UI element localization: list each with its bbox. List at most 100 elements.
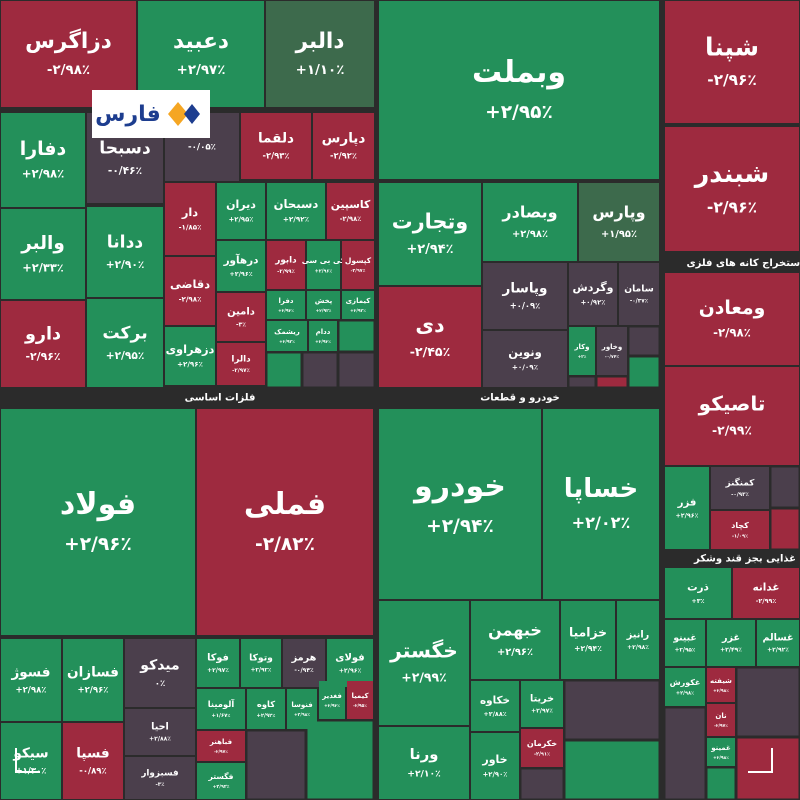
tile-name: رانیز: [626, 630, 650, 641]
tile-name: دزهراوی: [166, 342, 215, 356]
tile-change: +۲/۹۸٪: [627, 644, 649, 651]
tile-background: [665, 568, 731, 618]
tile-background: [619, 263, 659, 325]
tile-name: ورنا: [410, 746, 439, 763]
tile-change: -۲/۴۵٪: [410, 344, 451, 359]
tile-name: ددانا: [107, 233, 144, 253]
tile-change: -۳٪: [156, 782, 165, 788]
tile-change: +۲/۹۳٪: [316, 308, 332, 314]
tile: دسبحان +۲/۹۲٪: [267, 183, 325, 239]
tile-background: [307, 241, 340, 289]
tile-name: خکرمان: [527, 739, 557, 748]
tile-change: -۰/۹۳٪: [731, 492, 749, 498]
tile-background: [1, 209, 85, 299]
tile-change: +۲/۹۴٪: [574, 644, 602, 653]
tile: فباهنر -۲/۹۷٪: [197, 731, 245, 761]
tile-change: +۲/۹۰٪: [483, 770, 508, 778]
tile: نان -۲/۹۷٪: [707, 704, 735, 736]
tile-change: +۲/۹۶٪: [177, 360, 203, 369]
tile-background: [471, 733, 519, 799]
filler-tile: [664, 707, 706, 800]
tile: خاور +۲/۹۰٪: [471, 733, 519, 799]
tile-change: +۳٪: [691, 597, 704, 605]
tile-change: +۲/۹۲٪: [278, 308, 294, 314]
tile-name: غبینو: [672, 632, 696, 643]
tile-name: خکاوه: [480, 694, 510, 706]
tile-background: [165, 327, 215, 385]
tile-name: خساپا: [564, 474, 638, 504]
tile-name: فسوژ: [10, 664, 50, 680]
tile-background: [561, 601, 615, 679]
tile-name: دار: [181, 205, 198, 219]
tile-change: +۲/۹۶٪: [315, 268, 333, 274]
tile-change: +۲/۴۹٪: [720, 647, 742, 654]
tile-name: دسبحا: [99, 139, 151, 159]
tile-background: [379, 183, 481, 285]
tile-name: والبر: [20, 233, 65, 254]
tile-change: +۲/۹۲٪: [767, 647, 789, 654]
tile: سیکو+۱/۳۰٪: [1, 723, 61, 799]
filler-tile: [338, 320, 375, 352]
tile-name: خودرو: [412, 469, 506, 504]
tile-background: [521, 681, 563, 727]
tile-name: وبملت: [472, 55, 566, 90]
tile: خودرو +۲/۹۴٪: [379, 409, 541, 599]
tile-name: وتوکا: [249, 652, 273, 663]
tile: فسازان +۲/۹۶٪: [63, 639, 123, 721]
tile-background: [379, 727, 469, 799]
tile-name: خبهمن: [488, 621, 542, 640]
tile-name: خگستر: [389, 638, 458, 662]
tile-change: -۲/۹۲٪: [330, 151, 357, 161]
tile-change: +۲/۹۶٪: [229, 270, 252, 278]
tile-change: +۲/۹۹٪: [401, 670, 447, 685]
tile-background: [471, 681, 519, 731]
tile-background: [241, 639, 281, 687]
tile-background: [217, 241, 265, 291]
tile-name: دی: [415, 313, 444, 337]
tile-background: [313, 113, 374, 179]
tile: دی -۲/۴۵٪: [379, 287, 481, 387]
tile: خکرمان -۲/۹۱٪: [521, 729, 563, 767]
tile-name: ریشمک: [274, 328, 300, 336]
tile: دیران +۲/۹۵٪: [217, 183, 265, 239]
tile: دابور -۲/۹۹٪: [267, 241, 305, 289]
tile: وتوکا +۲/۹۲٪: [241, 639, 281, 687]
tile: رانیز +۲/۹۸٪: [617, 601, 659, 679]
tile-background: [267, 241, 305, 289]
tile-name: فولای: [335, 653, 364, 664]
tile: دامین -۳٪: [217, 293, 265, 341]
tile: درهآور +۲/۹۶٪: [217, 241, 265, 291]
tile: ددانا +۲/۹۰٪: [87, 207, 163, 297]
filler-tile: [736, 737, 800, 800]
tile-background: [266, 1, 374, 107]
tile-change: +۲/۹۸٪: [16, 686, 47, 696]
sector-bar: [662, 254, 800, 272]
tile-change: +۲/۹۲٪: [251, 667, 272, 673]
tile: کی بی سی +۲/۹۶٪: [302, 241, 346, 289]
tile-background: [483, 183, 577, 261]
tile-change: +۲/۹۲٪: [283, 215, 309, 224]
tile-name: دعبید: [173, 29, 229, 54]
tile: دفرا +۲/۹۲٪: [267, 291, 305, 319]
tile: کچاد -۱/۰۹٪: [711, 511, 769, 549]
tile-background: [597, 327, 627, 375]
tile-background: [197, 689, 245, 729]
tile-name: آلومینا: [208, 698, 236, 710]
tile-background: [757, 620, 799, 666]
tile-name: وخاور: [601, 343, 622, 351]
tile-change: -۲/۸۲٪: [255, 534, 315, 555]
tile-background: [543, 409, 659, 599]
tile: کاسپین -۲/۹۸٪: [327, 183, 374, 239]
tile-name: دالبر: [295, 29, 345, 54]
tile-change: +۲/۰۲٪: [572, 513, 631, 532]
tile-background: [138, 1, 264, 107]
tile-name: ددام: [316, 328, 331, 336]
tile-change: -۰/۰۵٪: [188, 143, 216, 153]
tile-name: فگستر: [208, 772, 234, 781]
tile-background: [165, 183, 215, 255]
tile-change: +۲/۹۰٪: [106, 259, 145, 271]
tile-background: [267, 321, 307, 351]
tile-name: وپارس: [592, 203, 645, 223]
tile-background: [267, 291, 305, 319]
